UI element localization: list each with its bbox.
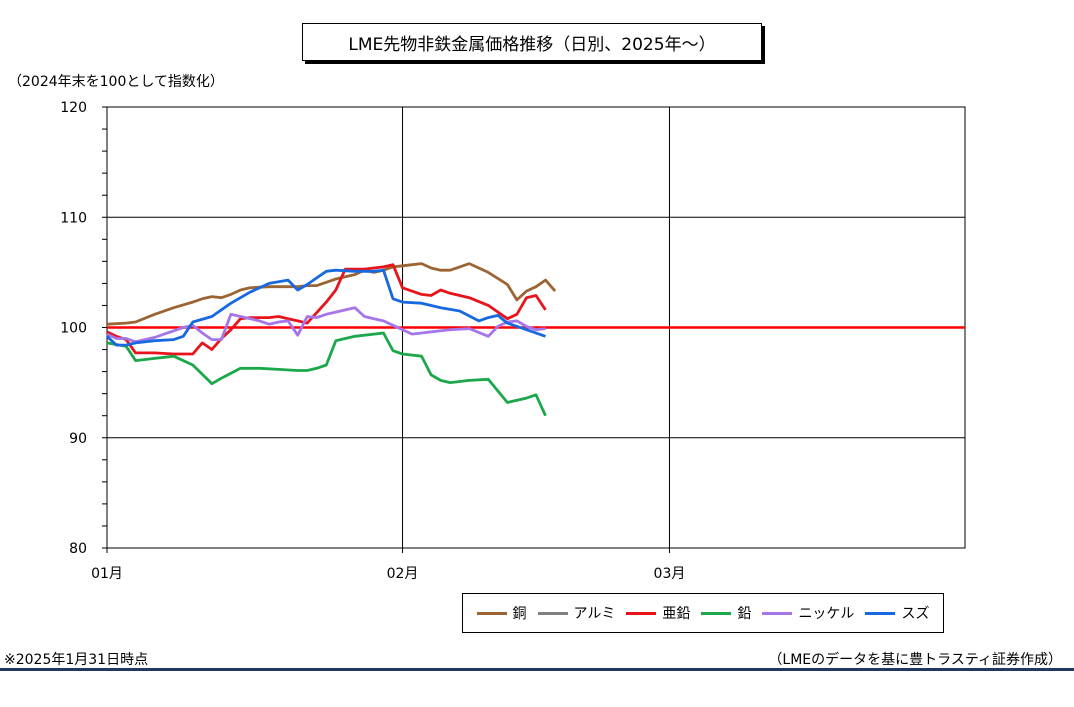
legend-swatch <box>701 611 732 615</box>
y-tick-label: 90 <box>69 431 87 447</box>
legend-swatch <box>537 611 568 615</box>
series-line-スズ <box>106 268 546 347</box>
legend-item: ニッケル <box>762 603 854 623</box>
legend-label: ニッケル <box>798 606 855 622</box>
footnote: ※2025年1月31日時点 <box>4 652 149 668</box>
legend-label: 亜鉛 <box>662 606 691 622</box>
legend-label: スズ <box>901 606 930 622</box>
series-line-銅 <box>106 262 557 326</box>
legend-swatch <box>476 611 507 615</box>
y-tick-label: 100 <box>60 321 87 337</box>
legend: 銅 アルミ 亜鉛 鉛 ニッケル スズ <box>462 593 944 633</box>
series-line-鉛 <box>106 331 547 417</box>
legend-swatch <box>762 611 793 615</box>
legend-item: アルミ <box>537 603 616 623</box>
y-tick-label: 80 <box>69 541 87 557</box>
legend-item: 鉛 <box>701 603 751 623</box>
y-axis-unit-note: （2024年末を100として指数化） <box>8 74 224 90</box>
legend-label: 銅 <box>512 606 527 622</box>
legend-label: アルミ <box>573 606 616 622</box>
source-note: （LMEのデータを基に豊トラスティ証券作成） <box>768 652 1062 668</box>
legend-item: 亜鉛 <box>626 603 690 623</box>
chart-title: LME先物非鉄金属価格推移（日別、2025年～） <box>302 23 762 61</box>
legend-item: スズ <box>865 603 929 623</box>
legend-swatch <box>865 611 896 615</box>
legend-item: 銅 <box>476 603 527 623</box>
x-tick-label: 01月 <box>91 566 123 582</box>
y-tick-label: 120 <box>60 100 87 116</box>
x-tick-label: 03月 <box>654 566 686 582</box>
series-line-亜鉛 <box>106 263 547 356</box>
legend-swatch <box>626 611 657 615</box>
footer-rule <box>0 668 1074 671</box>
series-line-ニッケル <box>106 306 546 344</box>
x-tick-label: 02月 <box>387 566 419 582</box>
y-tick-label: 110 <box>60 210 87 226</box>
legend-label: 鉛 <box>737 606 752 622</box>
